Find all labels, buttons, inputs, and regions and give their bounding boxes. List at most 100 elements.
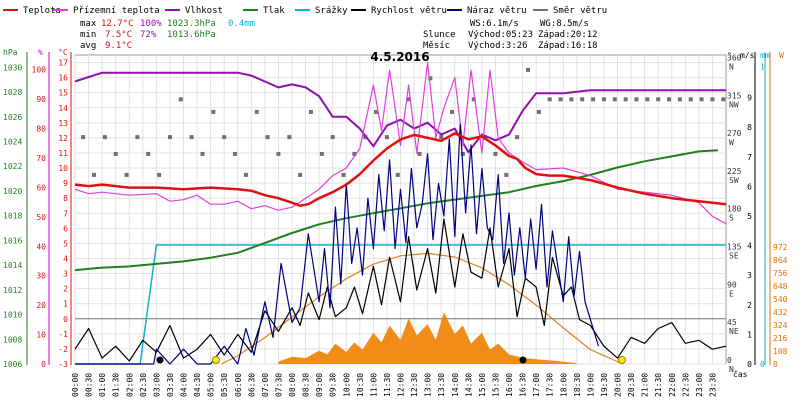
- x-tick-label: 04:00: [180, 373, 189, 397]
- dir-tick-label: 0: [727, 356, 732, 365]
- legend-label: Směr větru: [553, 6, 607, 16]
- legend-label: Teplota: [23, 6, 61, 16]
- w-tick-label: 324: [773, 321, 788, 330]
- hpa-tick-label: 1028: [3, 88, 22, 97]
- wind-direction-point: [81, 135, 86, 140]
- moonset-time: Západ:16:18: [538, 41, 598, 51]
- x-tick-label: 01:00: [98, 373, 107, 397]
- x-tick-label: 20:30: [627, 373, 636, 397]
- wind-direction-point: [102, 135, 107, 140]
- wind-direction-point: [580, 97, 585, 102]
- wind-direction-point: [699, 97, 704, 102]
- sunrise-time: Východ:05:23: [468, 30, 533, 40]
- temp-tick-label: 1: [63, 300, 68, 309]
- x-tick-label: 02:30: [139, 373, 148, 397]
- stat-max-pressure: 1023.3hPa: [167, 19, 216, 29]
- w-tick-label: 540: [773, 295, 788, 304]
- x-tick-label: 21:30: [654, 373, 663, 397]
- pct-tick-label: 60: [36, 183, 46, 192]
- x-tick-label: 13:30: [437, 373, 446, 397]
- wind-direction-point: [330, 135, 335, 140]
- wind-direction-point: [688, 97, 693, 102]
- wind-direction-point: [591, 97, 596, 102]
- x-tick-label: 15:00: [478, 373, 487, 397]
- x-tick-label: 20:00: [614, 373, 623, 397]
- pct-tick-label: 100: [32, 66, 47, 75]
- dir-compass-label: NE: [729, 327, 739, 336]
- x-tick-label: 17:00: [532, 373, 541, 397]
- legend-label: Srážky: [315, 6, 348, 16]
- temp-tick-label: 16: [58, 74, 68, 83]
- hpa-tick-label: 1014: [3, 261, 22, 270]
- wind-direction-point: [374, 109, 379, 114]
- dir-tick-label: 180: [727, 205, 742, 214]
- wind-direction-point: [254, 109, 259, 114]
- hpa-tick-label: 1012: [3, 286, 22, 295]
- x-tick-label: 05:30: [220, 373, 229, 397]
- ms-tick-label: 5: [747, 212, 752, 221]
- wind-direction-point: [406, 97, 411, 102]
- x-tick-label: 03:30: [166, 373, 175, 397]
- temp-tick-label: 2: [63, 285, 68, 294]
- x-tick-label: 22:00: [668, 373, 677, 397]
- stat-max-label: max: [80, 19, 97, 29]
- dir-compass-label: SE: [729, 252, 739, 261]
- pct-tick-label: 70: [36, 154, 46, 163]
- wind-direction-point: [135, 135, 140, 140]
- wind-direction-point: [233, 151, 238, 156]
- legend-label: Vlhkost: [185, 6, 223, 16]
- w-tick-label: 432: [773, 308, 788, 317]
- x-tick-label: 09:00: [315, 373, 324, 397]
- stat-avg-temp: 9.1°C: [105, 41, 132, 51]
- x-tick-label: 07:30: [274, 373, 283, 397]
- temp-tick-label: 15: [58, 89, 68, 98]
- moonrise-time: Východ:3:26: [468, 41, 528, 51]
- wind-direction-point: [515, 135, 520, 140]
- dir-tick-label: 225: [727, 167, 742, 176]
- temp-tick-label: 12: [58, 134, 68, 143]
- wind-direction-point: [124, 172, 129, 177]
- sunset-time: Západ:20:12: [538, 30, 598, 40]
- x-tick-label: 21:00: [641, 373, 650, 397]
- w-tick-label: 0: [773, 360, 778, 369]
- wind-direction-point: [667, 97, 672, 102]
- x-tick-label: 22:30: [681, 373, 690, 397]
- x-tick-label: 18:00: [559, 373, 568, 397]
- wind-direction-point: [222, 135, 227, 140]
- wind-direction-point: [623, 97, 628, 102]
- ms-tick-label: 1: [747, 330, 752, 339]
- temp-tick-label: 9: [63, 179, 68, 188]
- hpa-tick-label: 1030: [3, 63, 22, 72]
- wind-direction-point: [243, 172, 248, 177]
- wind-direction-point: [569, 97, 574, 102]
- wind-direction-point: [211, 109, 216, 114]
- wind-direction-point: [200, 151, 205, 156]
- x-tick-label: 12:00: [397, 373, 406, 397]
- stat-max-rain: 0.4mm: [228, 19, 255, 29]
- w-tick-label: 972: [773, 243, 788, 252]
- wind-direction-point: [298, 172, 303, 177]
- hpa-tick-label: 1008: [3, 335, 22, 344]
- pct-tick-label: 90: [36, 95, 46, 104]
- pct-tick-label: 80: [36, 125, 46, 134]
- hpa-tick-label: 1020: [3, 187, 22, 196]
- wind-direction-point: [113, 151, 118, 156]
- stat-max-humidity: 100%: [140, 19, 162, 29]
- x-tick-label: 00:30: [85, 373, 94, 397]
- ms-tick-label: 7: [747, 153, 752, 162]
- wind-speed-max: WS:6.1m/s: [470, 19, 519, 29]
- x-tick-label: 23:30: [708, 373, 717, 397]
- pct-axis-label: %: [38, 48, 43, 57]
- sunrise-marker: [212, 356, 220, 364]
- x-tick-label: 11:30: [383, 373, 392, 397]
- temp-tick-label: 0: [63, 315, 68, 324]
- mm-tick-label: 0: [760, 360, 765, 369]
- x-tick-label: 05:00: [207, 373, 216, 397]
- temp-tick-label: 3: [63, 270, 68, 279]
- wind-direction-point: [287, 135, 292, 140]
- ms-tick-label: 3: [747, 271, 752, 280]
- dir-compass-label: W: [729, 138, 734, 147]
- x-tick-label: 16:00: [505, 373, 514, 397]
- dir-tick-label: 360: [727, 53, 742, 62]
